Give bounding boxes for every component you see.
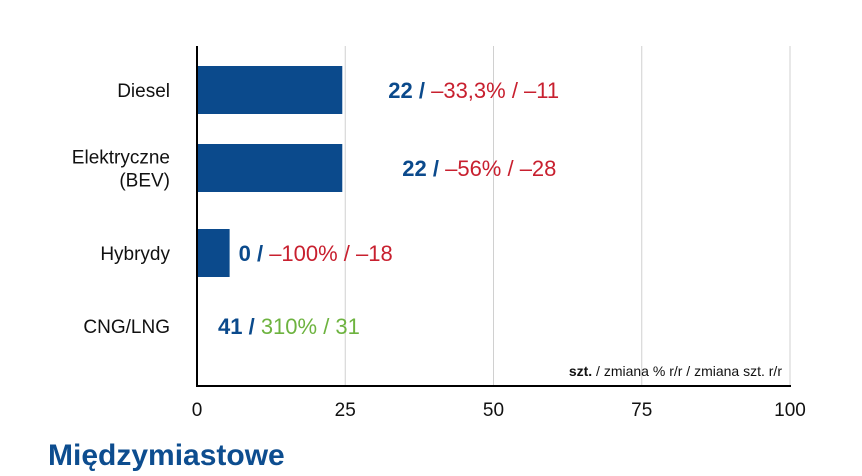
tick-label: 75	[631, 400, 652, 421]
next-section-heading: Międzymiastowe	[48, 439, 285, 472]
data-label: 22 / –56% / –28	[402, 156, 556, 181]
category-labels: Diesel Elektryczne (BEV) Hybrydy CNG/LNG	[72, 81, 171, 338]
category-label: CNG/LNG	[83, 317, 170, 338]
data-labels: 22 / –33,3% / –11 22 / –56% / –28 0 / –100…	[218, 78, 559, 339]
data-label: 0 / –100% / –18	[239, 241, 393, 266]
category-label: Hybrydy	[100, 244, 170, 265]
tick-label: 50	[483, 400, 504, 421]
bar-chart: Diesel Elektryczne (BEV) Hybrydy CNG/LNG 22 …	[72, 46, 806, 421]
units-note: szt. / zmiana % r/r / zmiana szt. r/r	[569, 363, 782, 379]
units-note-bold: szt.	[569, 363, 592, 379]
bar	[197, 66, 343, 114]
data-label: 41 / 310% / 31	[218, 314, 360, 339]
category-label: Elektryczne (BEV)	[72, 148, 170, 192]
axes	[196, 46, 791, 387]
bar	[197, 229, 230, 277]
tick-labels: 0 25 50 75 100	[192, 400, 806, 421]
bars	[197, 66, 343, 277]
category-label: Diesel	[117, 81, 170, 102]
grid-lines	[344, 46, 791, 386]
data-label: 22 / –33,3% / –11	[388, 78, 559, 103]
bar	[197, 144, 343, 192]
tick-label: 100	[774, 400, 806, 421]
tick-label: 0	[192, 400, 203, 421]
tick-label: 25	[335, 400, 356, 421]
units-note-rest: / zmiana % r/r / zmiana szt. r/r	[592, 363, 782, 379]
